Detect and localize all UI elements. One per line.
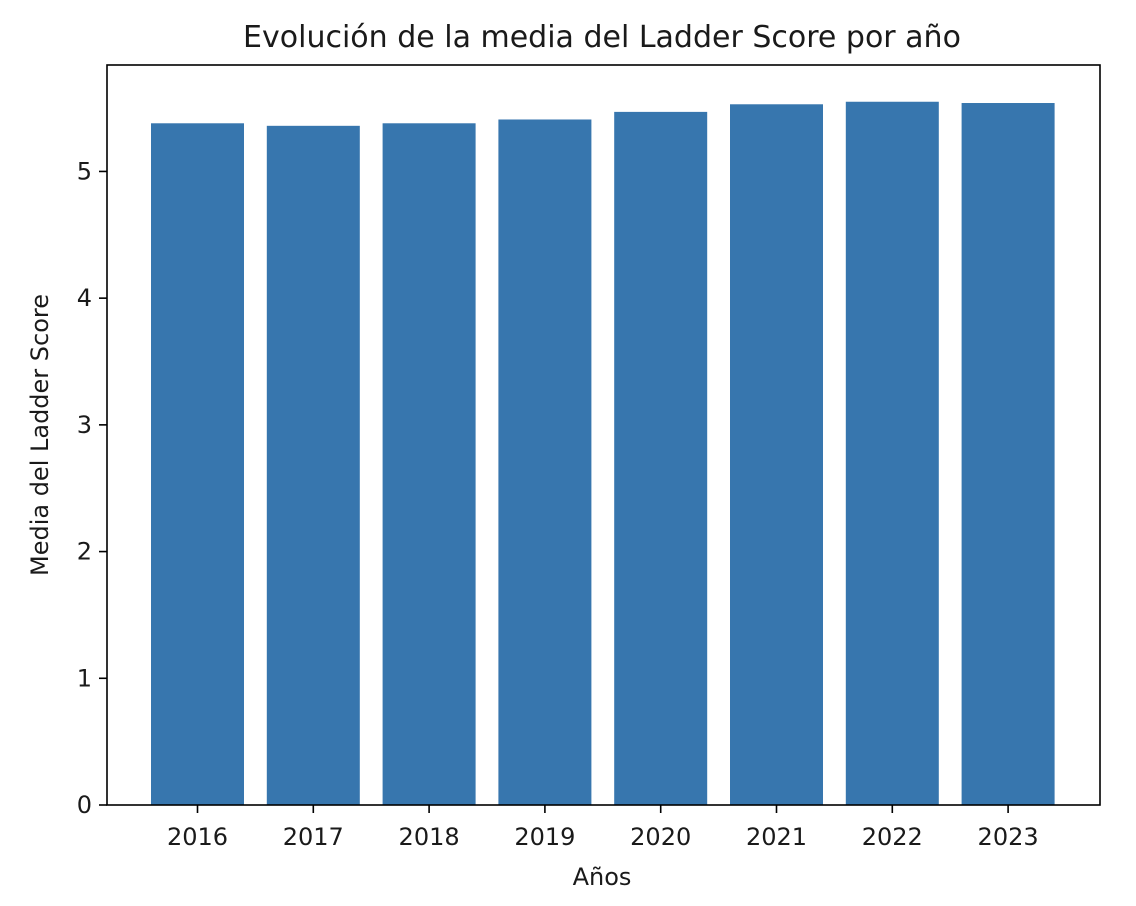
- y-tick-label: 2: [77, 538, 92, 566]
- bar-2020: [614, 111, 708, 806]
- plot-frame: [106, 64, 1101, 806]
- y-tick-label: 4: [77, 284, 92, 312]
- bar-2022: [845, 101, 939, 805]
- bars-group: [151, 101, 1055, 806]
- bar-2016: [151, 123, 244, 806]
- x-tick-label: 2018: [399, 823, 460, 851]
- x-tick-label: 2017: [283, 823, 344, 851]
- bar-2017: [266, 125, 360, 806]
- x-tick-label: 2023: [978, 823, 1039, 851]
- y-tick-label: 1: [77, 664, 92, 692]
- bar-2021: [730, 104, 823, 805]
- y-tick-label: 0: [77, 791, 92, 819]
- bar-2023: [961, 103, 1055, 806]
- x-tick-label: 2021: [746, 823, 807, 851]
- bar-2019: [498, 119, 592, 805]
- bar-2018: [382, 123, 476, 806]
- y-tick-label: 5: [77, 157, 92, 185]
- x-tick-label: 2020: [630, 823, 691, 851]
- chart-title: Evolución de la media del Ladder Score p…: [243, 20, 961, 55]
- x-tick-label: 2022: [862, 823, 923, 851]
- x-axis-title: Años: [573, 863, 632, 891]
- x-tick-label: 2019: [514, 823, 575, 851]
- x-axis: 2016 2017 2018 2019 2020 2021 2022 2023: [167, 805, 1039, 851]
- x-tick-label: 2016: [167, 823, 228, 851]
- y-axis: 0 1 2 3 4 5: [77, 157, 107, 819]
- y-axis-title: Media del Ladder Score: [26, 294, 54, 576]
- y-tick-label: 3: [77, 411, 92, 439]
